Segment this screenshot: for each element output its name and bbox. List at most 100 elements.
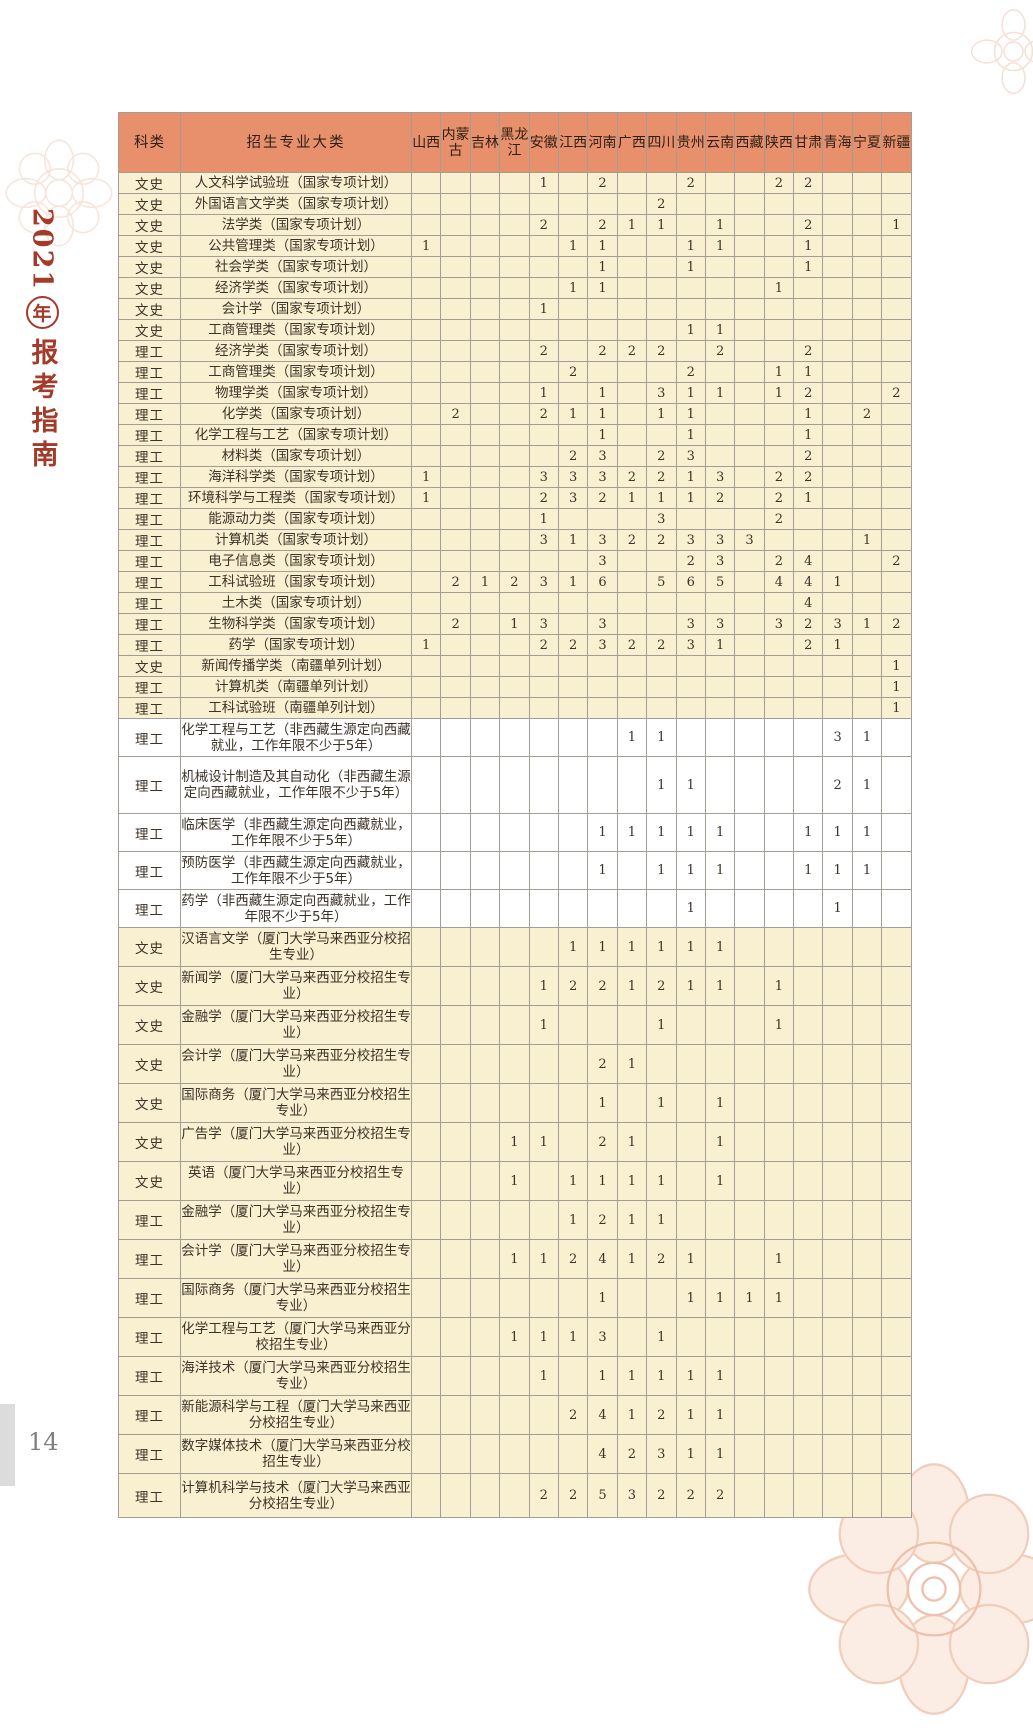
plan-count-cell (469, 634, 501, 656)
plan-count-cell (704, 277, 736, 299)
major-cell: 广告学（厦门大学马来西亚分校招生专业） (180, 1122, 412, 1162)
table-row: 理工 会计学（厦门大学马来西亚分校招生专业） 1 1 2 4 1 2 1 1 (118, 1239, 912, 1279)
plan-count-cell: 1 (587, 813, 618, 852)
plan-count-cell (822, 214, 853, 236)
header-row: 科类 招生专业大类 山西 内蒙古 吉林 黑龙江 安徽 江西 河南 广西 四川 贵州 云南 西藏 陕西 甘肃 青海… (118, 112, 912, 173)
plan-count-cell (675, 718, 706, 757)
plan-count-cell: 3 (646, 382, 677, 404)
plan-count-cell: 2 (675, 172, 706, 194)
plan-count-cell (557, 1044, 589, 1084)
masthead-title: 报考指南 (26, 338, 58, 475)
plan-count-cell (499, 487, 530, 509)
plan-count-cell: 1 (675, 966, 706, 1006)
plan-count-cell: 1 (793, 487, 824, 509)
plan-count-cell (793, 1278, 824, 1318)
plan-count-cell (557, 718, 589, 757)
plan-count-cell (822, 403, 853, 425)
plan-count-cell: 1 (616, 813, 648, 852)
plan-count-cell (734, 1395, 765, 1435)
plan-count-cell: 3 (675, 529, 706, 551)
plan-count-cell (675, 277, 706, 299)
major-cell: 化学工程与工艺（厦门大学马来西亚分校招生专业） (180, 1317, 412, 1357)
plan-count-cell (440, 756, 471, 814)
plan-count-cell (440, 445, 471, 467)
table-row: 文史 法学类（国家专项计划） 2 2 1 1 1 2 1 (118, 214, 912, 236)
major-cell: 电子信息类（国家专项计划） (180, 550, 412, 572)
plan-count-cell: 5 (646, 571, 677, 593)
plan-count-cell: 2 (793, 445, 824, 467)
plan-count-cell (557, 382, 589, 404)
plan-count-cell (499, 445, 530, 467)
plan-count-cell: 1 (851, 613, 883, 635)
plan-count-cell (851, 1122, 883, 1162)
plan-count-cell: 1 (851, 718, 883, 757)
plan-count-cell (851, 172, 883, 194)
plan-count-cell (469, 1473, 501, 1518)
plan-count-cell: 1 (822, 851, 853, 890)
plan-count-cell (646, 889, 677, 928)
plan-count-cell (675, 592, 706, 614)
subject-cell: 文史 (118, 966, 181, 1006)
table-row: 理工 化学工程与工艺（国家专项计划） 1 1 1 (118, 424, 912, 446)
major-cell: 药学（非西藏生源定向西藏就业，工作年限不少于5年） (180, 889, 412, 928)
table-row: 理工 材料类（国家专项计划） 2 3 2 3 2 (118, 445, 912, 467)
subject-cell: 理工 (118, 361, 181, 383)
plan-count-cell: 1 (616, 487, 648, 509)
plan-count-cell: 3 (675, 445, 706, 467)
plan-count-cell (763, 529, 795, 551)
plan-count-cell (499, 1200, 530, 1240)
plan-count-cell (851, 235, 883, 257)
plan-count-cell (822, 1083, 853, 1123)
plan-count-cell (881, 529, 912, 551)
plan-count-cell (851, 1317, 883, 1357)
plan-count-cell: 1 (410, 466, 442, 488)
plan-count-cell (557, 340, 589, 362)
plan-count-cell (763, 1434, 795, 1474)
plan-count-cell (557, 1122, 589, 1162)
major-cell: 会计学（厦门大学马来西亚分校招生专业） (180, 1044, 412, 1084)
subject-cell: 理工 (118, 340, 181, 362)
plan-count-cell: 2 (440, 571, 471, 593)
plan-count-cell (793, 718, 824, 757)
plan-count-cell (646, 277, 677, 299)
plan-count-cell: 3 (587, 529, 618, 551)
plan-count-cell (763, 676, 795, 698)
plan-count-cell (881, 592, 912, 614)
province-column-header: 甘肃 (793, 112, 824, 173)
plan-count-cell: 3 (587, 634, 618, 656)
plan-count-cell (704, 298, 736, 320)
plan-count-cell: 1 (793, 361, 824, 383)
plan-count-cell: 1 (410, 235, 442, 257)
plan-count-cell: 1 (587, 256, 618, 278)
plan-count-cell: 1 (587, 927, 618, 967)
plan-count-cell (704, 1317, 736, 1357)
plan-count-cell (822, 592, 853, 614)
plan-count-cell (822, 340, 853, 362)
plan-count-cell (763, 235, 795, 257)
plan-count-cell (881, 487, 912, 509)
subject-cell: 理工 (118, 613, 181, 635)
plan-count-cell (851, 193, 883, 215)
plan-count-cell: 1 (587, 424, 618, 446)
plan-count-cell: 2 (851, 403, 883, 425)
province-column-header: 广西 (616, 112, 648, 173)
plan-count-cell: 1 (528, 1356, 559, 1396)
plan-count-cell (440, 927, 471, 967)
plan-count-cell (469, 277, 501, 299)
plan-count-cell (499, 927, 530, 967)
plan-count-cell (881, 1200, 912, 1240)
plan-count-cell (410, 1161, 442, 1201)
subject-cell: 文史 (118, 298, 181, 320)
plan-count-cell: 1 (557, 277, 589, 299)
plan-count-cell: 2 (440, 613, 471, 635)
flower-icon (970, 8, 1033, 95)
plan-count-cell (793, 1239, 824, 1279)
subject-cell: 文史 (118, 277, 181, 299)
plan-count-cell (704, 403, 736, 425)
plan-count-cell: 1 (587, 1356, 618, 1396)
subject-cell: 文史 (118, 1161, 181, 1201)
plan-count-cell (440, 1044, 471, 1084)
plan-count-cell: 1 (704, 927, 736, 967)
plan-table: 科类 招生专业大类 山西 内蒙古 吉林 黑龙江 安徽 江西 河南 广西 四川 贵州 云南 西藏 陕西 甘肃 青海… (118, 112, 912, 1518)
plan-count-cell: 1 (557, 927, 589, 967)
